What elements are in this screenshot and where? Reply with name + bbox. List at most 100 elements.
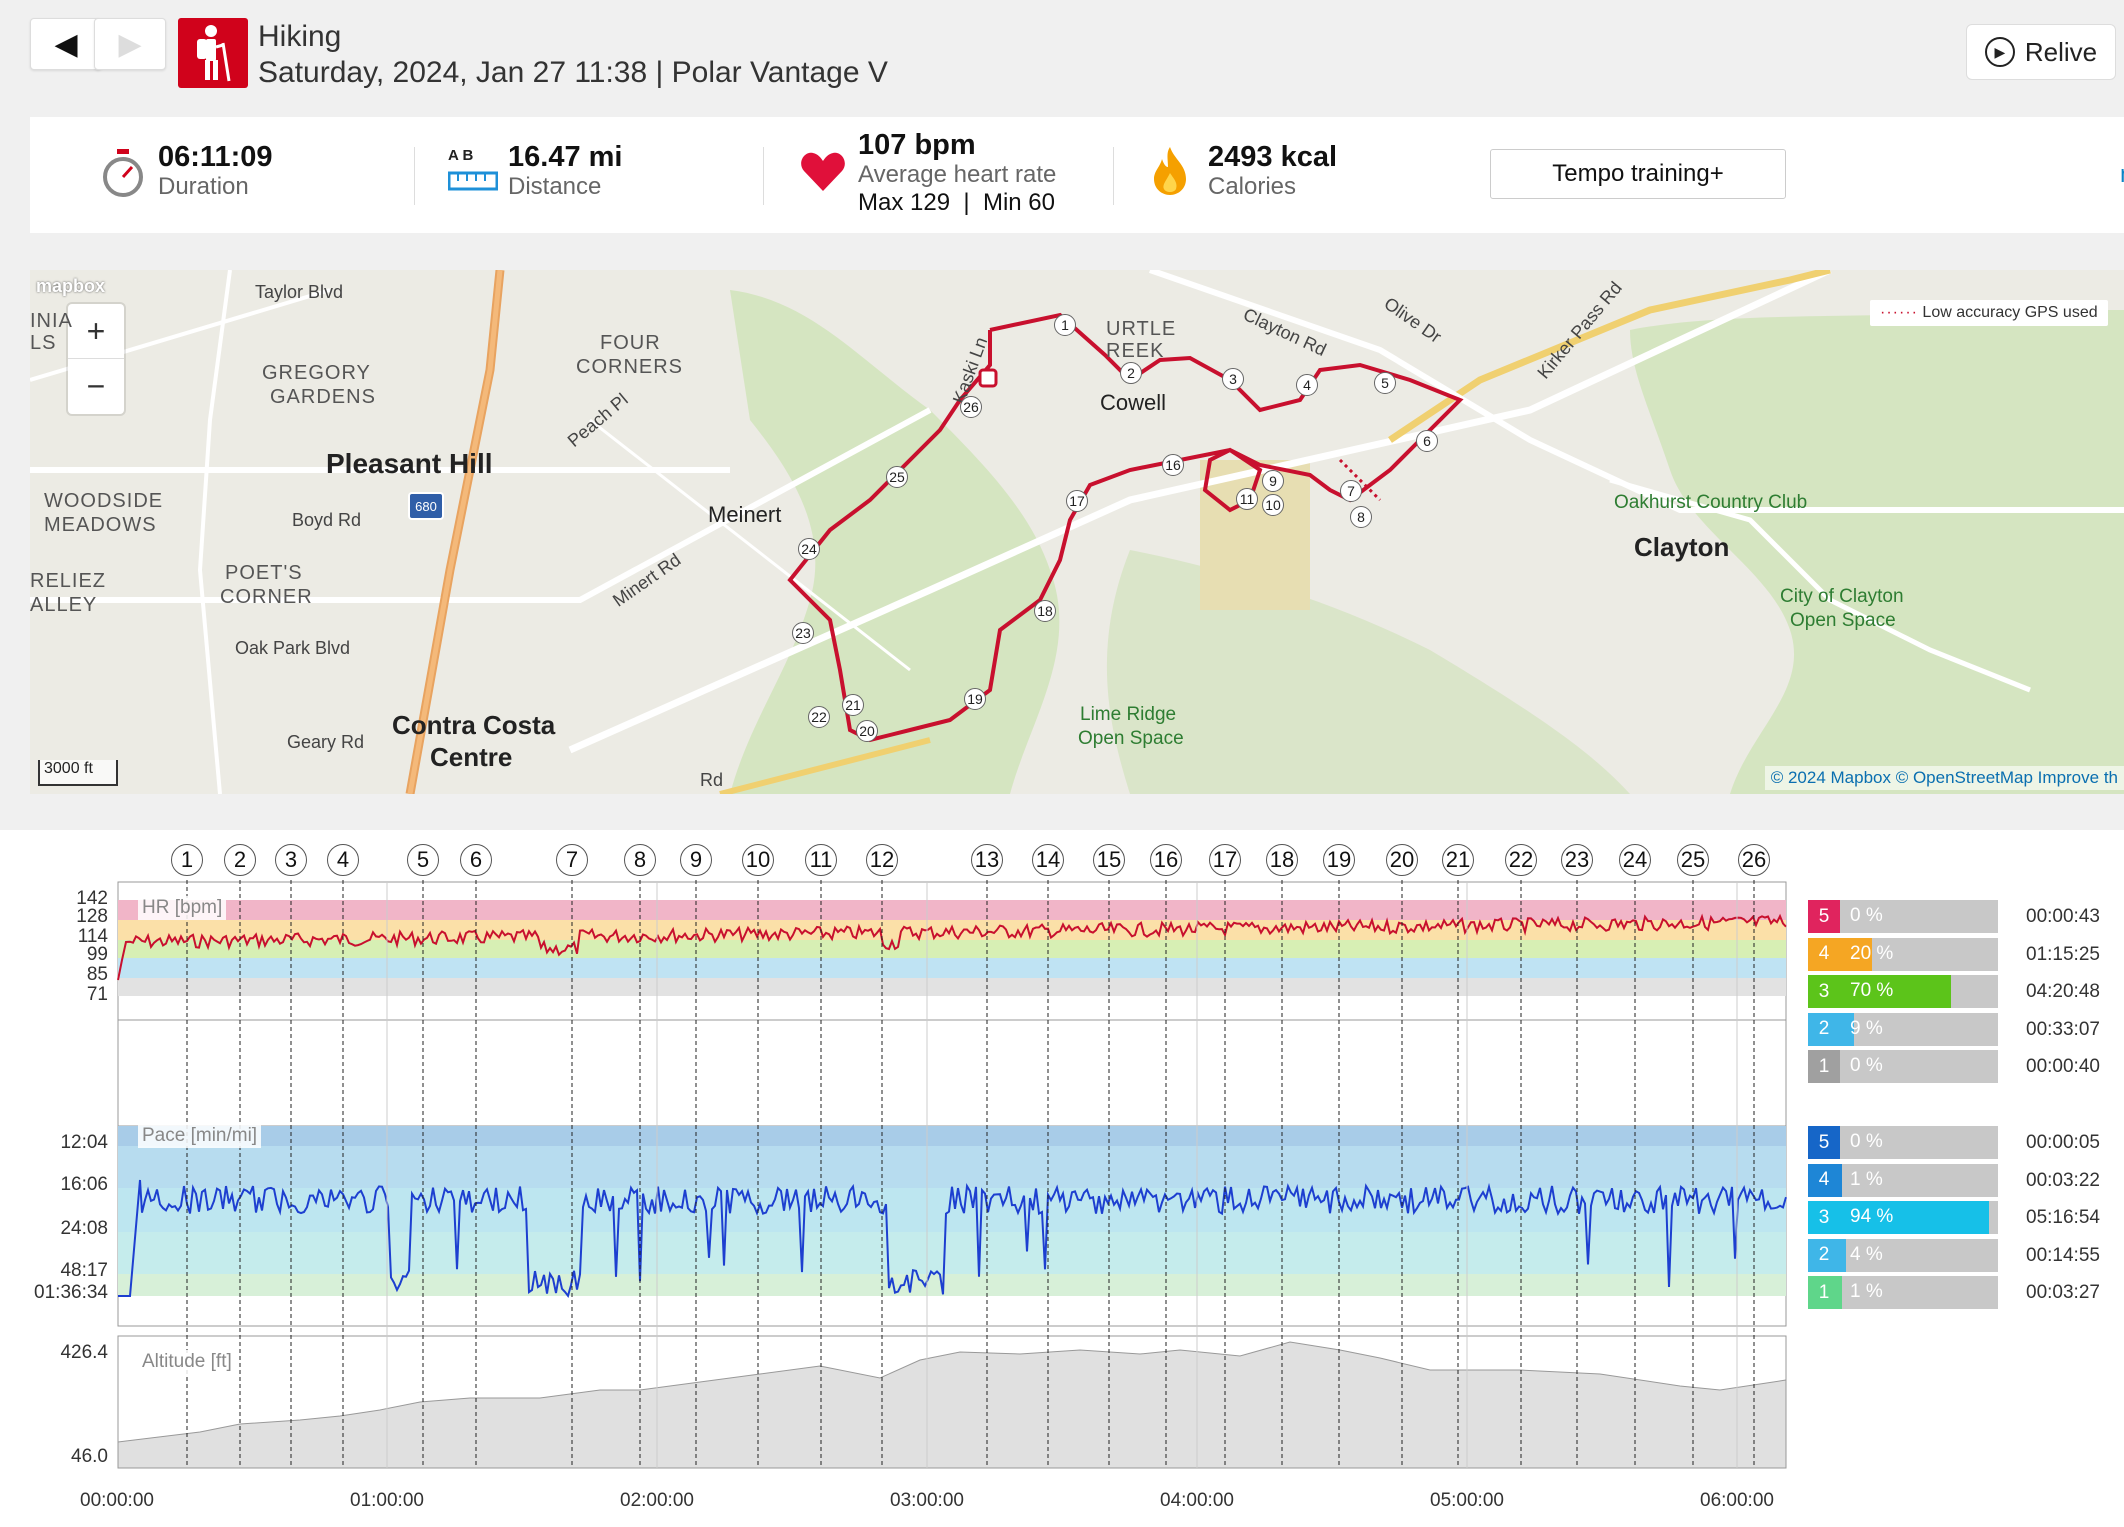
lap-number[interactable]: 6 [460,844,492,876]
lap-marker[interactable]: 25 [886,466,908,488]
lap-marker[interactable]: 6 [1416,430,1438,452]
lap-number[interactable]: 19 [1323,844,1355,876]
lap-marker[interactable]: 4 [1296,374,1318,396]
lap-marker[interactable]: 10 [1262,494,1284,516]
hr-ytick: 114 [77,926,108,947]
street-label: Rd [700,770,724,790]
lap-number[interactable]: 9 [680,844,712,876]
hr-zone-row: 2 9 % 00:33:07 [1808,1012,2108,1046]
more-link[interactable]: mo [2120,161,2124,189]
time-xtick: 04:00:00 [1160,1490,1234,1511]
lap-marker[interactable]: 1 [1054,314,1076,336]
lap-number[interactable]: 7 [556,844,588,876]
charts-canvas[interactable] [0,830,2124,1527]
back-arrow-icon: ◀ [54,27,78,61]
lap-number[interactable]: 10 [742,844,774,876]
mapbox-logo: mapbox [36,276,106,296]
highway-shield: 680 [408,492,444,520]
hr-zone-time: 00:00:43 [2026,906,2100,927]
charts-panel[interactable]: 1 2 3 4 5 6 7 8 9 10 11 12 13 14 15 16 1… [0,830,2124,1527]
lap-number[interactable]: 14 [1032,844,1064,876]
lap-marker[interactable]: 8 [1350,506,1372,528]
forward-arrow-icon: ▶ [118,27,142,61]
lap-number[interactable]: 2 [224,844,256,876]
pace-zone-number: 4 [1808,1163,1840,1197]
lap-number[interactable]: 20 [1386,844,1418,876]
lap-marker[interactable]: 24 [798,538,820,560]
lap-number[interactable]: 12 [866,844,898,876]
lap-number[interactable]: 25 [1677,844,1709,876]
lap-marker[interactable]: 3 [1222,368,1244,390]
lap-number[interactable]: 11 [805,844,837,876]
lap-marker[interactable]: 17 [1066,490,1088,512]
lap-number[interactable]: 23 [1561,844,1593,876]
lap-marker[interactable]: 26 [960,396,982,418]
lap-number[interactable]: 13 [971,844,1003,876]
hr-ytick: 128 [76,906,108,927]
lap-marker[interactable]: 20 [856,720,878,742]
street-label: Taylor Blvd [255,282,344,302]
training-benefit-button[interactable]: Tempo training+ [1490,149,1786,199]
pace-zone-track [1840,1163,1998,1197]
pace-zone-percent: 4 % [1850,1243,1883,1265]
lap-marker[interactable]: 21 [842,694,864,716]
lap-marker[interactable]: 23 [792,622,814,644]
lap-number[interactable]: 3 [275,844,307,876]
lap-number[interactable]: 8 [624,844,656,876]
pace-zone-time: 00:03:27 [2026,1282,2100,1303]
route-map[interactable]: mapbox + − Taylor Blvd INIA LS GREGORY G… [30,270,2124,794]
lap-number[interactable]: 24 [1619,844,1651,876]
lap-number[interactable]: 22 [1505,844,1537,876]
pace-zone-track [1840,1276,1998,1309]
lap-marker[interactable]: 9 [1262,470,1284,492]
lap-marker[interactable]: 11 [1236,488,1258,510]
lap-number[interactable]: 18 [1266,844,1298,876]
hr-zone-percent: 70 % [1850,980,1894,1001]
lap-marker-row: 1 2 3 4 5 6 7 8 9 10 11 12 13 14 15 16 1… [0,844,2124,880]
hr-zone-time: 04:20:48 [2026,981,2100,1002]
zoom-out-button[interactable]: − [86,368,106,404]
lap-marker[interactable]: 2 [1120,362,1142,384]
forward-button[interactable]: ▶ [94,18,166,70]
zoom-in-button[interactable]: + [68,304,124,359]
hr-zone-number: 4 [1808,937,1840,971]
hr-max-min: Max 129 | Min 60 [858,189,1055,216]
hiking-icon [178,18,248,88]
district-label: POET'S [225,562,303,584]
lap-number[interactable]: 5 [407,844,439,876]
pace-zone-percent: 1 % [1850,1168,1883,1190]
hr-zone-fill [1840,937,1872,971]
calories-label: Calories [1208,173,1297,200]
hr-zone-percent: 9 % [1850,1017,1883,1039]
poi-label: City of Clayton [1780,586,1904,607]
lap-number[interactable]: 15 [1093,844,1125,876]
relive-button[interactable]: ▶ Relive [1966,24,2116,80]
back-button[interactable]: ◀ [30,18,102,70]
hr-zone-percent: 0 % [1850,905,1883,926]
district-label: REEK [1106,340,1165,362]
lap-number[interactable]: 26 [1738,844,1770,876]
lap-number[interactable]: 16 [1150,844,1182,876]
pace-zone-number: 5 [1808,1126,1840,1159]
calories-value: 2493 kcal [1208,141,1338,173]
time-xtick: 01:00:00 [350,1490,424,1511]
distance-value: 16.47 mi [508,141,623,173]
lap-number[interactable]: 17 [1209,844,1241,876]
lap-number[interactable]: 21 [1442,844,1474,876]
lap-marker[interactable]: 22 [808,706,830,728]
lap-number[interactable]: 1 [171,844,203,876]
lap-marker[interactable]: 18 [1034,600,1056,622]
sport-title: Hiking [258,20,342,53]
lap-marker[interactable]: 5 [1374,372,1396,394]
lap-number[interactable]: 4 [327,844,359,876]
hr-zone-fill [1840,975,1951,1008]
lap-marker[interactable]: 19 [964,688,986,710]
town-label: Pleasant Hill [326,448,493,479]
district-label: CORNERS [576,356,684,378]
lap-marker[interactable]: 7 [1340,480,1362,502]
summary-stats-bar: 06:11:09 Duration A B 16.47 mi Distance … [30,117,2124,233]
pace-zone-number: 3 [1808,1201,1840,1234]
hr-zone-row: 5 0 % 00:00:43 [1808,900,2108,933]
map-attribution[interactable]: © 2024 Mapbox © OpenStreetMap Improve th [1764,766,2124,790]
lap-marker[interactable]: 16 [1162,454,1184,476]
